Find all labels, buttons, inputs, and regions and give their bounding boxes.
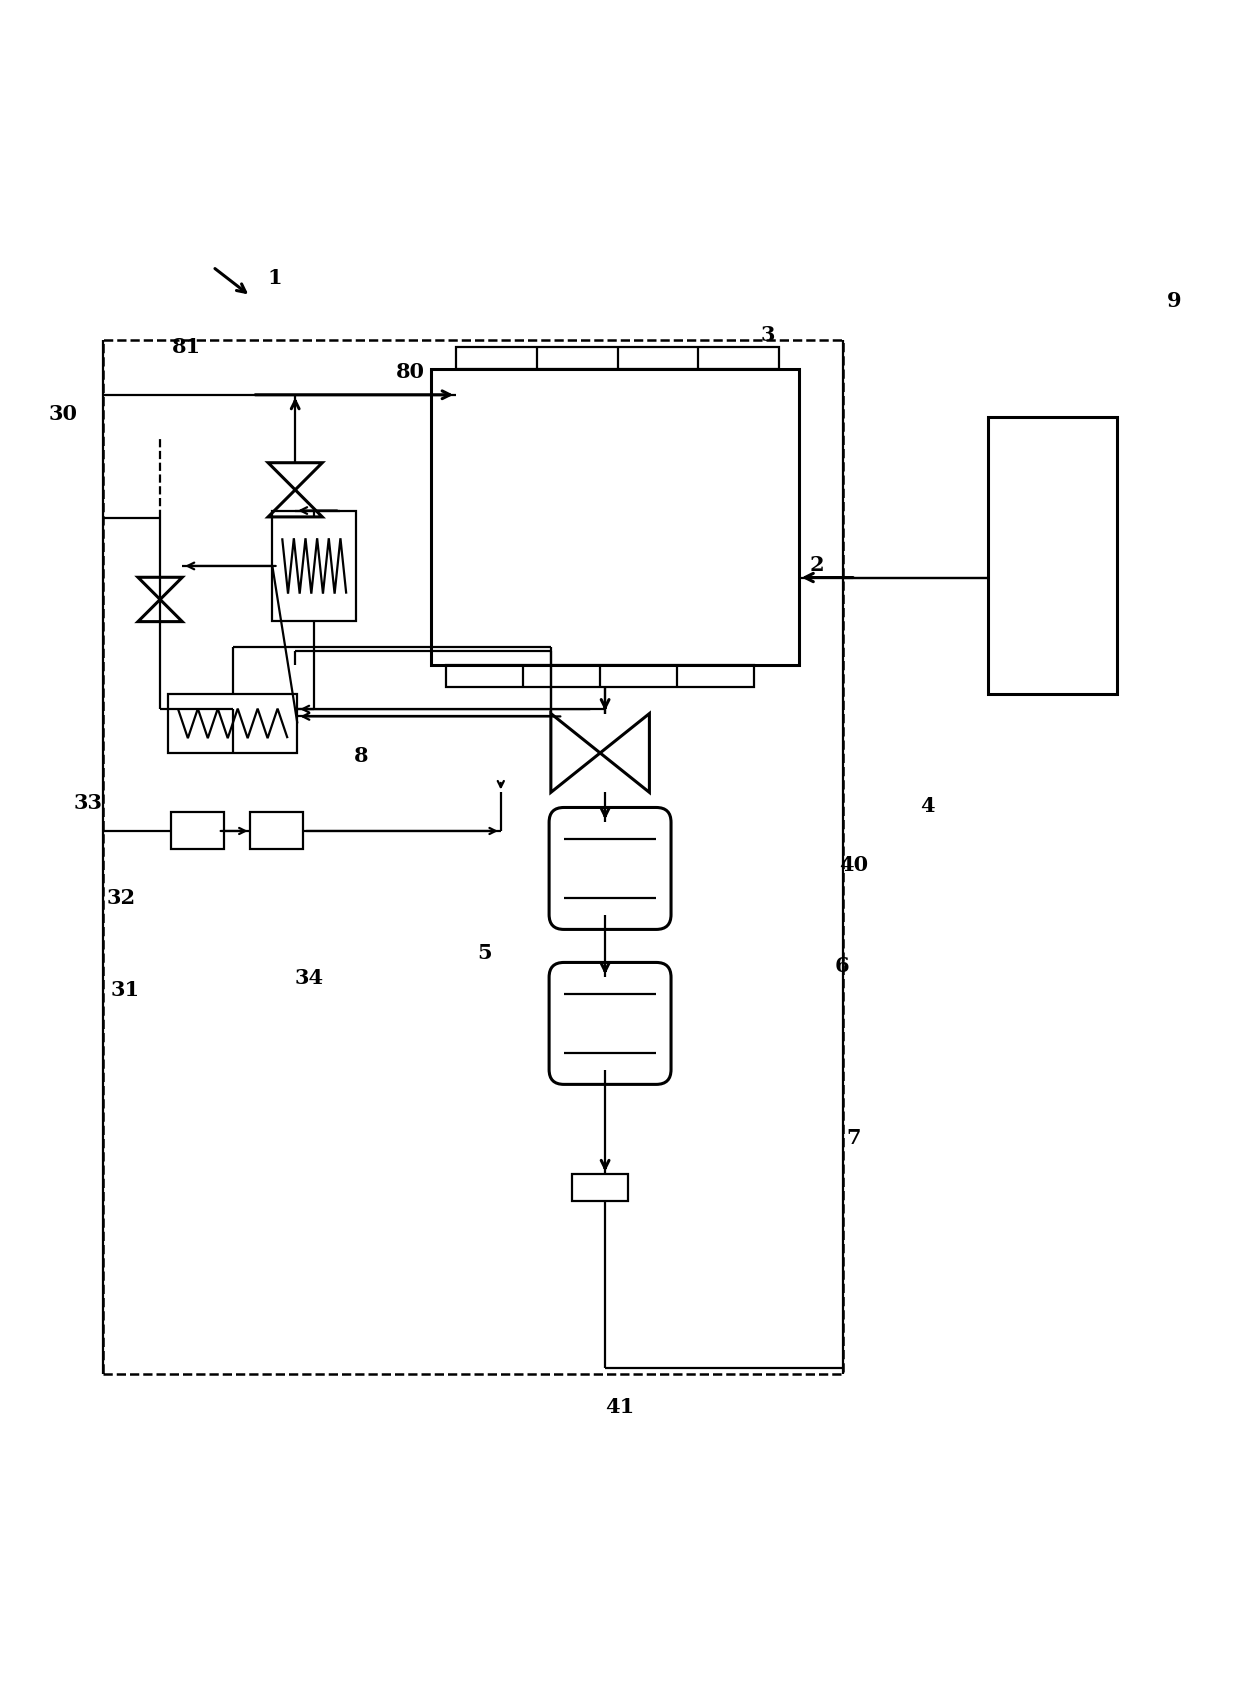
Text: 30: 30 (48, 404, 78, 425)
Text: 5: 5 (477, 944, 492, 964)
Text: 6: 6 (835, 955, 849, 976)
Text: 34: 34 (295, 967, 324, 987)
Text: 81: 81 (172, 337, 201, 357)
Bar (103, 340, 843, 1375)
Text: 40: 40 (839, 854, 868, 875)
Bar (987, 416, 1117, 694)
Bar (456, 347, 779, 369)
Text: 8: 8 (355, 746, 368, 767)
Bar (250, 812, 304, 849)
Text: 9: 9 (1167, 290, 1182, 310)
Text: 3: 3 (760, 325, 775, 345)
Text: 41: 41 (605, 1397, 635, 1417)
Text: 7: 7 (847, 1127, 862, 1147)
Text: 4: 4 (920, 795, 935, 816)
Text: 2: 2 (810, 556, 825, 575)
Text: 1: 1 (268, 268, 283, 288)
Text: 33: 33 (73, 794, 103, 814)
Bar (171, 812, 224, 849)
Bar (273, 511, 356, 622)
Bar (169, 694, 298, 753)
Bar (446, 666, 754, 687)
Text: 32: 32 (107, 888, 135, 908)
Text: 80: 80 (396, 362, 425, 382)
Bar (573, 1174, 627, 1201)
Text: 31: 31 (110, 981, 139, 1001)
Bar (432, 369, 799, 666)
